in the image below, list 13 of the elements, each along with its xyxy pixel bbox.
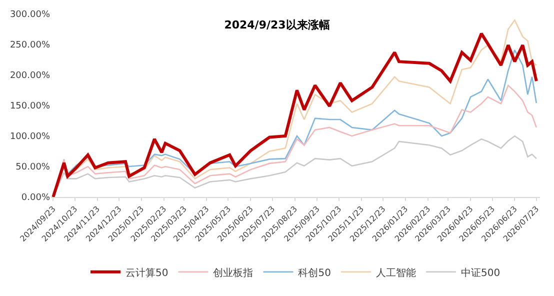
y-tick-label: 100.00% xyxy=(10,132,50,142)
legend-label: 云计算50 xyxy=(126,266,168,279)
y-tick-label: 0.00% xyxy=(21,193,50,204)
legend-label: 人工智能 xyxy=(376,266,416,279)
legend-label: 中证500 xyxy=(460,266,500,279)
chart-title: 2024/9/23以来涨幅 xyxy=(224,18,330,32)
legend-label: 科创50 xyxy=(298,266,331,279)
y-tick-label: 150.00% xyxy=(10,102,50,112)
y-tick-label: 200.00% xyxy=(10,71,50,82)
y-tick-label: 250.00% xyxy=(10,40,50,51)
legend-label: 创业板指 xyxy=(213,266,254,279)
y-tick-label: 300.00% xyxy=(10,10,50,20)
y-tick-label: 50.00% xyxy=(16,162,50,173)
